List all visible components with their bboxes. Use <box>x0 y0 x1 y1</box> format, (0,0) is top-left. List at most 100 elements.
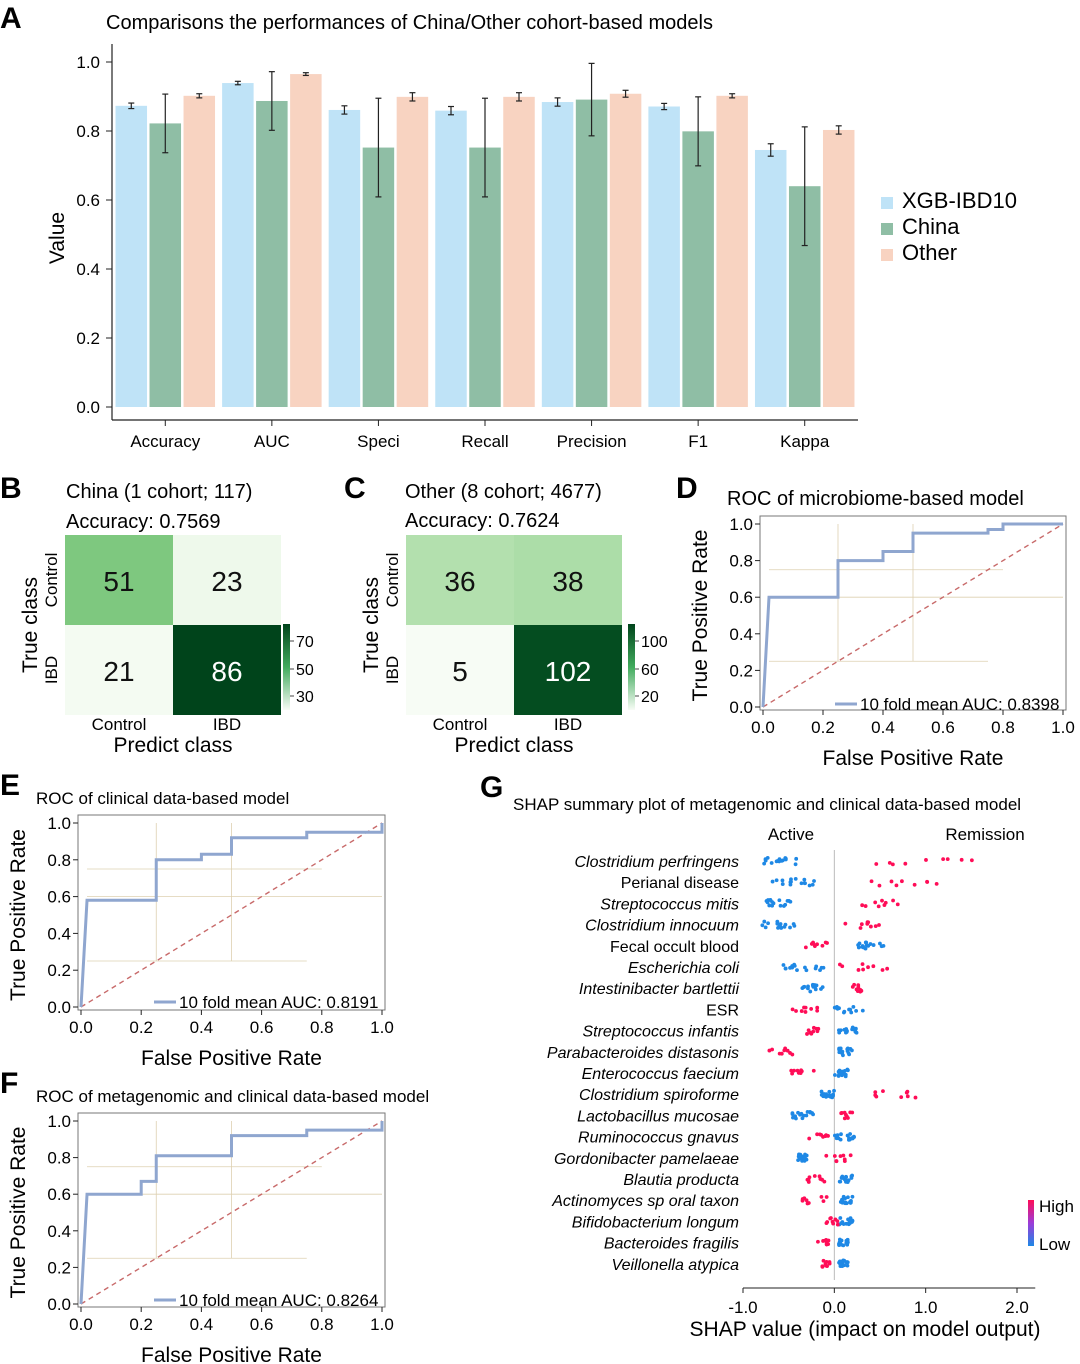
cm-x-tick-label: Control <box>433 715 488 734</box>
shap-point <box>802 877 807 882</box>
bar-other-recall <box>503 96 535 407</box>
roc-y-tick-label: 0.2 <box>729 661 753 680</box>
shap-point <box>798 1152 803 1157</box>
roc-x-tick-label: 0.6 <box>250 1315 274 1334</box>
bar-xgb-ibd10-kappa <box>754 149 787 407</box>
shap-point <box>818 1177 823 1181</box>
panel-letter-d: D <box>676 472 698 505</box>
roc-curve <box>79 823 384 1008</box>
shap-point <box>841 1194 846 1199</box>
legend-swatch-other <box>881 249 893 261</box>
roc-x-tick-label: 1.0 <box>370 1018 394 1037</box>
shap-point <box>806 986 810 991</box>
shap-point <box>816 1239 820 1244</box>
shap-point <box>806 1028 811 1033</box>
bar-other-auc <box>290 74 322 407</box>
shap-point <box>860 1008 865 1013</box>
shap-point <box>819 987 823 991</box>
shap-point <box>843 1201 848 1206</box>
shap-point <box>778 903 783 908</box>
shap-point <box>925 880 930 884</box>
roc-combined-title: ROC of metagenomic and clinical data-bas… <box>36 1087 429 1106</box>
shap-point <box>866 943 871 948</box>
roc-x-tick-label: 0.0 <box>751 718 775 737</box>
shap-point <box>885 966 890 971</box>
shap-point <box>774 878 779 883</box>
shap-point <box>835 1222 840 1227</box>
shap-point <box>807 1136 812 1141</box>
roc-y-tick-label: 0.8 <box>47 851 71 870</box>
bar-chart-y-tick-label: 0.4 <box>76 260 100 279</box>
roc-y-axis-title: True Positive Rate <box>7 829 30 1001</box>
legend-swatch-china <box>881 223 893 235</box>
cm-cell-value: 23 <box>211 566 242 597</box>
shap-point <box>842 1159 847 1164</box>
legend-label: China <box>902 214 960 239</box>
cm-y-axis-title: True class <box>360 577 383 673</box>
roc-x-tick-label: 0.4 <box>871 718 895 737</box>
shap-point <box>841 1243 846 1248</box>
shap-point <box>842 1116 847 1121</box>
shap-point <box>905 1089 910 1094</box>
shap-point <box>847 1217 852 1222</box>
shap-point <box>798 1156 802 1161</box>
shap-point <box>780 882 785 886</box>
shap-point <box>945 857 950 862</box>
bar-other-precision <box>609 93 642 408</box>
shap-feature-label: Blautia producta <box>623 1172 739 1189</box>
roc-curve <box>79 1121 384 1305</box>
shap-point <box>813 987 818 992</box>
legend-label: XGB-IBD10 <box>902 188 1017 213</box>
shap-point <box>814 983 819 988</box>
shap-point <box>844 1174 848 1179</box>
shap-colorbar <box>1028 1200 1034 1246</box>
shap-point <box>832 1154 837 1158</box>
shap-point <box>847 1007 851 1012</box>
shap-point <box>809 1007 814 1011</box>
shap-point <box>794 1009 798 1013</box>
shap-point <box>777 898 782 903</box>
bar-chart-y-tick-label: 0.8 <box>76 122 100 141</box>
cm-cell-value: 51 <box>103 566 134 597</box>
roc-y-tick-label: 0.0 <box>729 698 753 717</box>
shap-point <box>824 1259 829 1264</box>
shap-point <box>791 922 796 926</box>
shap-point <box>855 989 860 993</box>
shap-point <box>810 982 815 987</box>
shap-point <box>795 968 799 973</box>
shap-point <box>941 857 946 862</box>
bar-china-f1 <box>682 131 714 407</box>
shap-point <box>790 1052 795 1057</box>
bar-other-accuracy <box>183 95 216 407</box>
cm-china-accuracy: Accuracy: 0.7569 <box>66 511 221 533</box>
shap-point <box>841 1222 846 1226</box>
shap-point <box>783 857 788 862</box>
panel-letter-f: F <box>0 1067 18 1100</box>
roc-y-tick-label: 0.6 <box>47 1185 71 1204</box>
shap-point <box>848 1153 853 1158</box>
roc-y-tick-label: 0.4 <box>729 625 753 644</box>
cm-colorbar-label: 100 <box>641 634 668 651</box>
shap-colorbar-low: Low <box>1039 1235 1071 1254</box>
shap-point <box>799 881 804 886</box>
roc-x-tick-label: 0.2 <box>129 1018 153 1037</box>
shap-point <box>827 1261 832 1266</box>
shap-point <box>891 898 895 903</box>
shap-point <box>815 1132 819 1137</box>
shap-point <box>802 1005 806 1010</box>
cm-other-accuracy: Accuracy: 0.7624 <box>405 510 560 532</box>
shap-point <box>815 942 819 947</box>
shap-feature-label: Escherichia coli <box>628 960 740 977</box>
cm-x-axis-title: Predict class <box>454 734 573 757</box>
shap-point <box>850 1048 854 1053</box>
shap-point <box>877 883 882 888</box>
roc-x-axis-title: False Positive Rate <box>823 747 1004 770</box>
shap-point <box>809 942 814 946</box>
bar-chart-y-tick-label: 0.6 <box>76 191 100 210</box>
shap-feature-label: Enterococcus faecium <box>582 1066 739 1083</box>
bar-chart-x-tick-label: Kappa <box>780 432 830 451</box>
shap-point <box>845 1263 850 1268</box>
shap-point <box>959 857 964 862</box>
shap-x-tick-label: 0.0 <box>823 1298 847 1317</box>
cm-cell <box>406 535 514 625</box>
